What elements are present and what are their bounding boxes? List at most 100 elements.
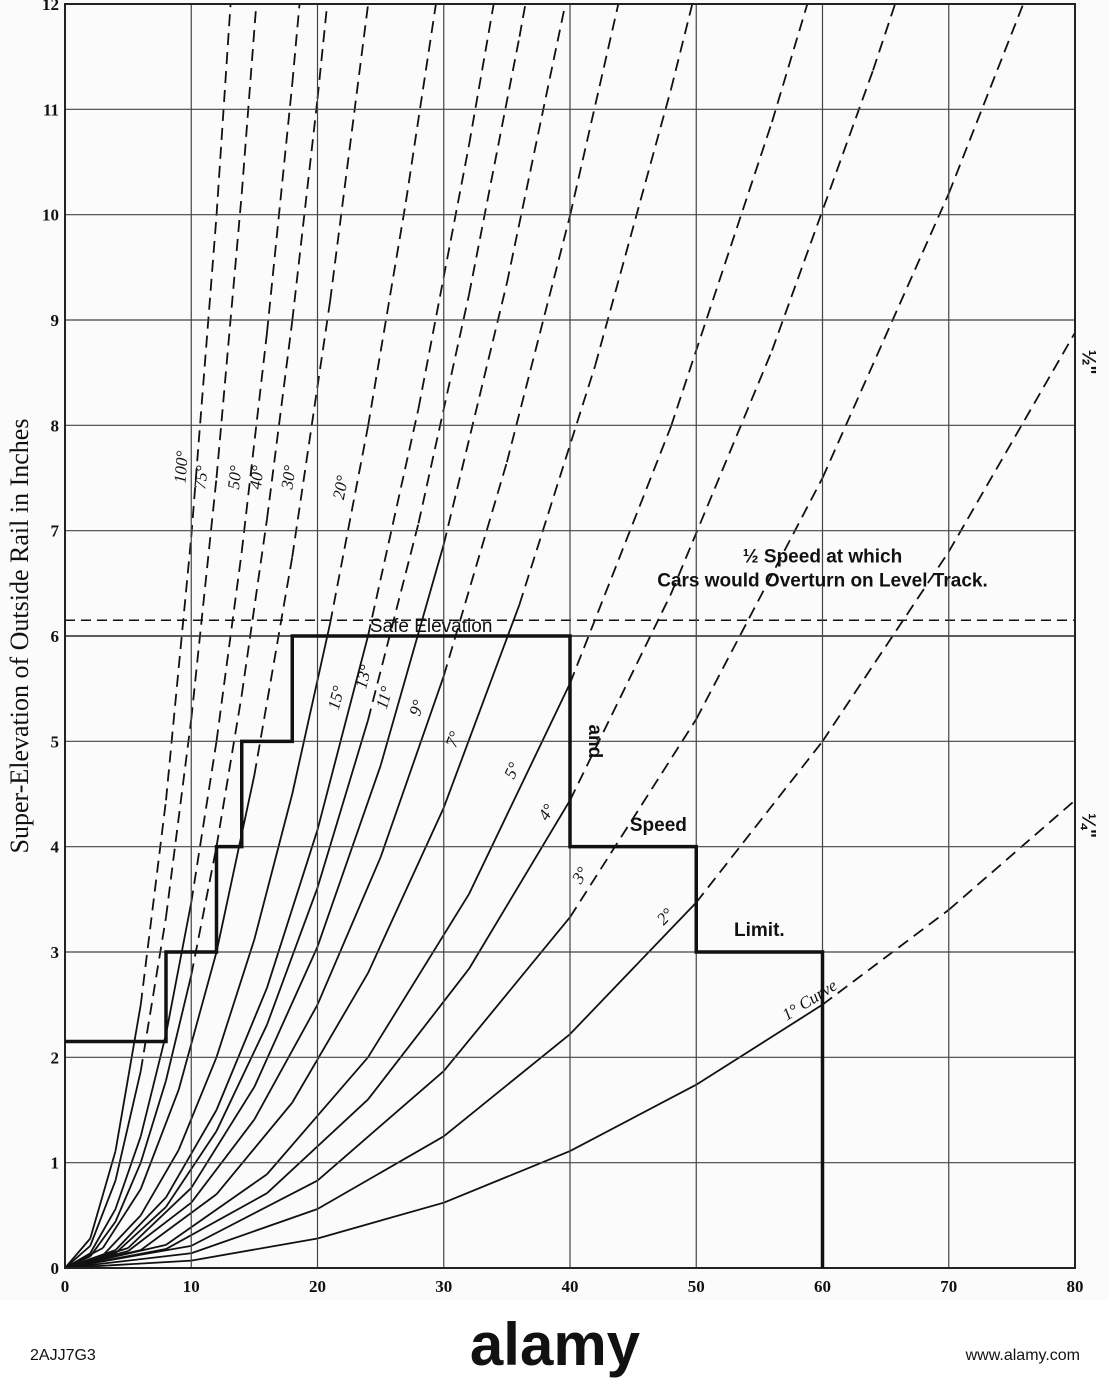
curve-segment <box>569 426 672 684</box>
y-tick-label: 7 <box>51 522 60 541</box>
curve-segment <box>670 350 773 595</box>
curve-segment <box>190 477 218 720</box>
curve-segment <box>518 365 597 605</box>
curve-segment <box>191 1237 318 1262</box>
curve-segment <box>165 719 193 918</box>
curve-segment <box>190 1118 256 1204</box>
y-tick-label: 10 <box>42 206 59 225</box>
curve-segment <box>114 1136 142 1210</box>
curve-segment <box>379 544 445 766</box>
curve-segment <box>177 1056 218 1151</box>
curve-segment <box>771 70 874 351</box>
curve-segment <box>65 1259 192 1268</box>
curve-segment <box>89 1180 117 1247</box>
curve-segment <box>190 741 218 903</box>
x-tick-label: 80 <box>1067 1277 1084 1296</box>
curve-segment <box>140 1193 218 1251</box>
curve-segment <box>266 829 319 989</box>
curve-label: 75° <box>190 464 211 490</box>
curve-segment <box>505 4 567 284</box>
curve-segment <box>215 193 243 479</box>
curve-segment <box>165 536 193 801</box>
curve-segment <box>215 694 243 847</box>
curve-segment <box>948 799 1075 911</box>
curve-segment <box>65 1237 91 1268</box>
curve-segment <box>569 1083 697 1152</box>
curve-segment <box>215 551 243 742</box>
curve-segment <box>367 408 420 637</box>
y-tick-label: 9 <box>51 311 60 330</box>
curve-segment <box>316 856 382 1006</box>
curve-segment <box>468 36 521 295</box>
curve-segment <box>821 193 950 479</box>
curve-label: 20° <box>329 474 352 501</box>
curve-segment <box>114 1196 167 1251</box>
curve-label: 100° <box>170 450 191 484</box>
curve-segment <box>190 1179 318 1247</box>
curve-segment <box>139 1080 167 1163</box>
y-tick-label: 6 <box>51 627 60 646</box>
curve-segment <box>139 917 167 1072</box>
curve-segment <box>569 901 697 1035</box>
curve-segment <box>215 4 232 216</box>
y-tick-label: 4 <box>51 838 60 857</box>
curve-label: 30° <box>277 464 299 492</box>
curve-segment <box>266 320 294 520</box>
curve-segment <box>329 426 369 624</box>
curve-segment <box>165 1192 268 1250</box>
curve-segment <box>139 1089 180 1190</box>
curve-segment <box>253 793 294 940</box>
curve-segment <box>89 1208 117 1254</box>
curve-segment <box>443 916 571 1072</box>
reference-label: ½ Speed at which <box>743 546 902 567</box>
plot-frame <box>64 3 1076 1269</box>
x-tick-label: 0 <box>61 1277 70 1296</box>
curve-segment <box>139 1033 167 1137</box>
annotation: ¼" <box>1077 813 1098 838</box>
curve-segment <box>506 215 571 463</box>
curve-segment <box>468 683 571 895</box>
curve-segment <box>240 518 268 696</box>
y-tick-label: 8 <box>51 416 60 435</box>
curve-segment <box>442 282 508 545</box>
curve-segment <box>291 623 332 795</box>
annotation: and <box>584 724 605 758</box>
footer-band <box>0 1300 1109 1390</box>
footer-id: 2AJJ7G3 <box>30 1347 96 1364</box>
curve-segment <box>316 635 369 831</box>
curve-segment <box>127 1187 192 1249</box>
curve-segment <box>165 1173 268 1246</box>
y-tick-label: 5 <box>51 732 60 751</box>
curve-segment <box>771 4 809 123</box>
footer-url: www.alamy.com <box>965 1347 1080 1364</box>
curve-segment <box>190 1208 318 1255</box>
curve-label: 50° <box>224 464 246 490</box>
curve-segment <box>317 1135 445 1210</box>
reference-label: Safe Elevation <box>370 616 493 637</box>
y-tick-label: 11 <box>43 100 59 119</box>
curve-segment <box>215 939 256 1058</box>
y-tick-label: 3 <box>51 943 60 962</box>
annotation: Speed <box>630 815 687 836</box>
curve-segment <box>89 1221 117 1257</box>
curve-segment <box>127 1201 192 1252</box>
y-tick-label: 12 <box>42 0 59 14</box>
curve-segment <box>518 4 527 37</box>
curve-segment <box>316 765 382 948</box>
curve-segment <box>102 1188 142 1249</box>
curve-segment <box>695 740 824 904</box>
y-tick-label: 0 <box>51 1259 60 1278</box>
curve-segment <box>670 121 773 427</box>
curve-segment <box>215 1024 268 1132</box>
curve-segment <box>947 332 1075 553</box>
curve-segment <box>177 951 218 1091</box>
curve-segment <box>253 946 319 1088</box>
curve-segment <box>215 987 268 1111</box>
curve-segment <box>569 718 698 918</box>
curve-segment <box>468 4 495 146</box>
curve-segment <box>317 1201 444 1240</box>
y-tick-label: 1 <box>51 1154 60 1173</box>
curve-segment <box>291 4 301 85</box>
x-tick-label: 10 <box>183 1277 200 1296</box>
